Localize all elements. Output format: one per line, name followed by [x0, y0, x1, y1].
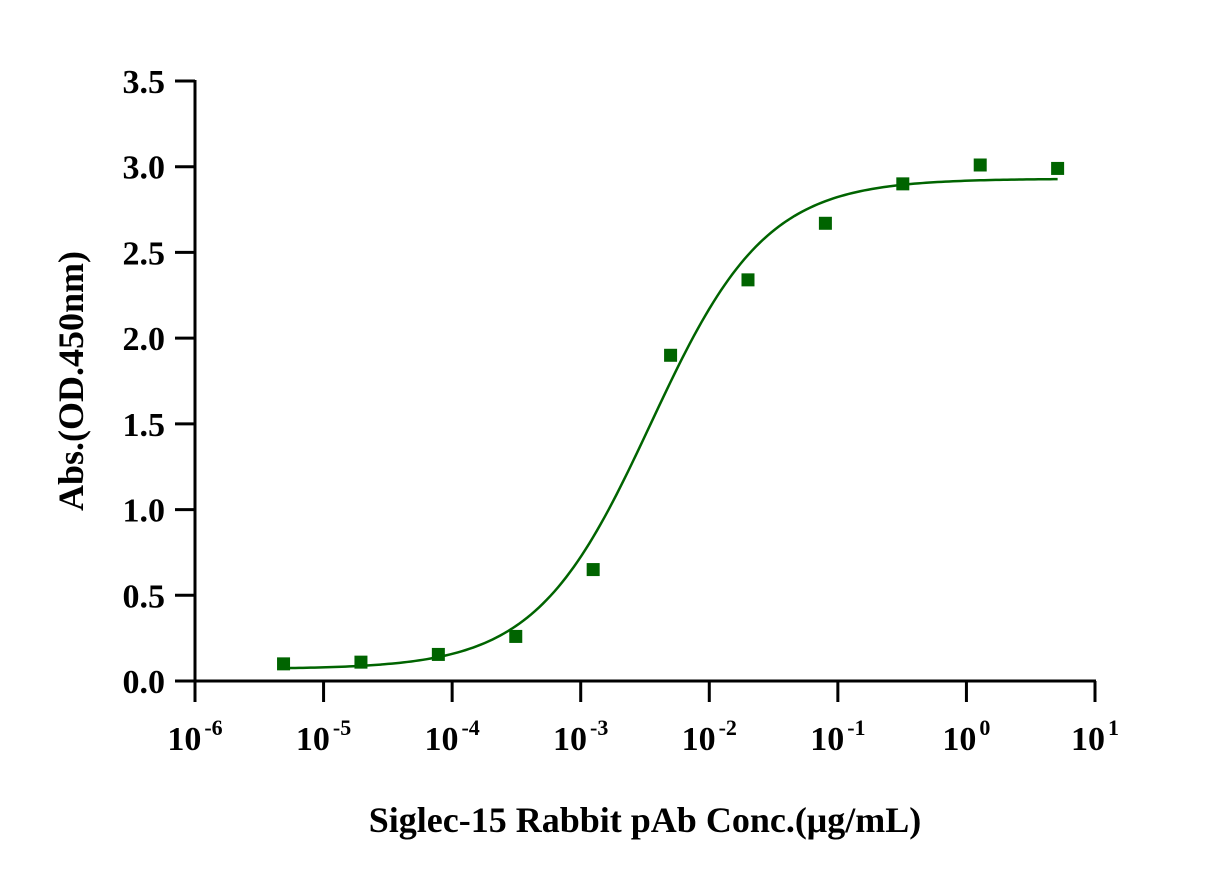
- data-point: [509, 629, 523, 643]
- y-tick-label: 0.0: [123, 664, 166, 701]
- data-point: [664, 348, 678, 362]
- x-tick-base: 10: [682, 721, 716, 758]
- fit-curve-layer: [283, 177, 1058, 670]
- data-point: [1051, 161, 1065, 175]
- data-point: [277, 657, 291, 671]
- data-point: [741, 273, 755, 287]
- y-axis-title: Abs.(OD.450nm): [51, 251, 91, 511]
- x-tick-label: 10 0: [942, 715, 990, 758]
- x-tick-base: 10: [553, 721, 587, 758]
- axes: [193, 80, 1096, 683]
- x-tick-exponent: 1: [1108, 715, 1119, 740]
- x-tick-label: 10 -2: [682, 715, 737, 758]
- data-point: [354, 655, 368, 669]
- fit-curve: [283, 177, 1058, 670]
- data-point: [896, 177, 910, 191]
- x-tick-label: 10 -4: [424, 715, 479, 758]
- y-tick-label: 3.0: [123, 150, 166, 187]
- x-tick-base: 10: [810, 721, 844, 758]
- data-point: [586, 563, 600, 577]
- x-tick-label: 10 -1: [810, 715, 865, 758]
- y-tick-label: 1.0: [123, 493, 166, 530]
- x-tick-label: 10 -3: [553, 715, 608, 758]
- y-tick-label: 2.5: [123, 235, 166, 272]
- x-tick-exponent: -6: [204, 715, 222, 740]
- data-point: [818, 216, 832, 230]
- x-tick-exponent: 0: [979, 715, 990, 740]
- x-tick-exponent: -1: [847, 715, 865, 740]
- x-tick-exponent: -2: [719, 715, 737, 740]
- x-tick-base: 10: [942, 721, 976, 758]
- y-tick-label: 1.5: [123, 407, 166, 444]
- tick-labels: 0.00.51.01.52.02.53.03.510 -6 10 -5 10 -4 10 -3…: [123, 64, 1120, 758]
- x-axis-title: Siglec-15 Rabbit pAb Conc.(μg/mL): [369, 800, 921, 840]
- x-tick-label: 10 -5: [296, 715, 351, 758]
- x-tick-base: 10: [296, 721, 330, 758]
- x-tick-label: 10 -6: [167, 715, 222, 758]
- x-tick-base: 10: [167, 721, 201, 758]
- y-tick-label: 0.5: [123, 578, 166, 615]
- data-point: [973, 158, 987, 172]
- tick-marks: [175, 79, 1097, 702]
- x-tick-exponent: -3: [590, 715, 608, 740]
- y-tick-label: 3.5: [123, 64, 166, 101]
- x-tick-base: 10: [424, 721, 458, 758]
- x-tick-base: 10: [1071, 721, 1105, 758]
- data-points: [277, 158, 1065, 671]
- x-tick-exponent: -5: [333, 715, 351, 740]
- y-tick-label: 2.0: [123, 321, 166, 358]
- x-tick-exponent: -4: [461, 715, 479, 740]
- x-tick-label: 10 1: [1071, 715, 1119, 758]
- data-point: [431, 647, 445, 661]
